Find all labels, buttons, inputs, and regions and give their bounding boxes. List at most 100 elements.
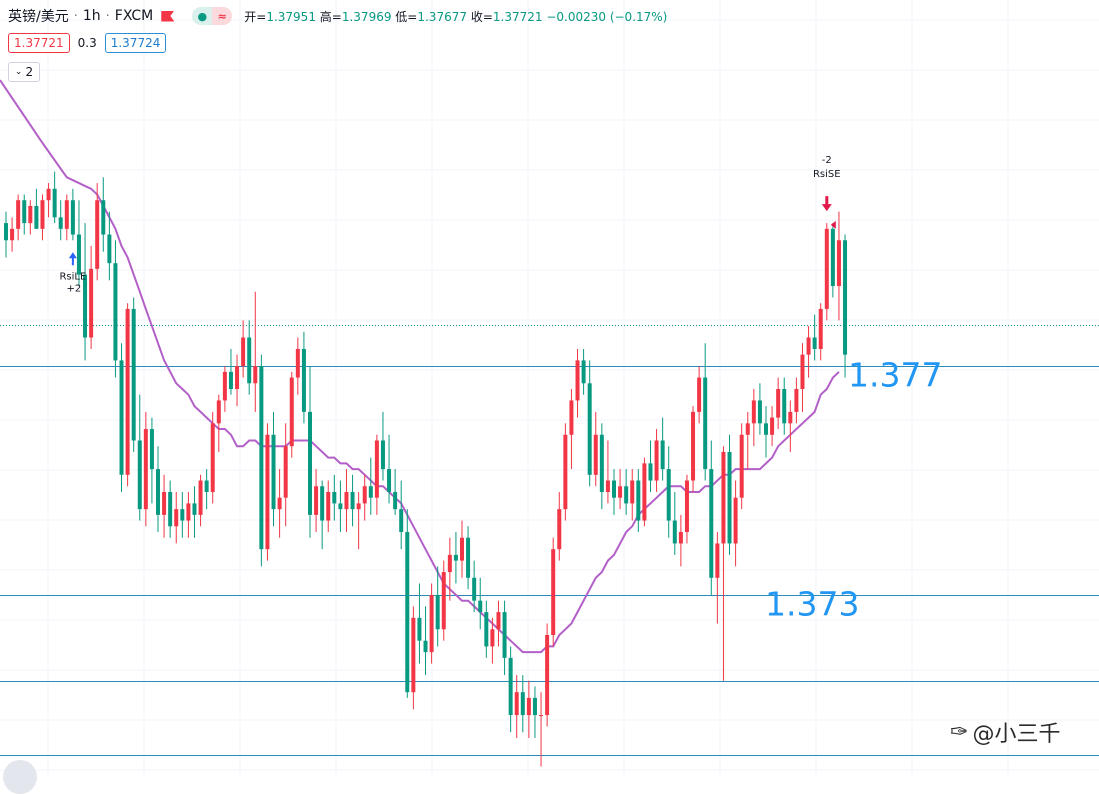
exit-marker-icon — [830, 220, 836, 229]
candle-body — [520, 692, 525, 716]
price-chart[interactable]: 1.377 1.373 RsiLE+2 -2 RsiSE — [0, 0, 1099, 778]
candle-body — [605, 480, 610, 492]
open-value: 1.37951 — [266, 9, 316, 24]
candle-body — [648, 463, 653, 481]
candle-body — [460, 537, 464, 561]
candle-body — [405, 532, 410, 693]
candle-body — [508, 657, 513, 716]
candle-body — [253, 366, 258, 384]
candle-body — [423, 640, 428, 653]
candle-body — [283, 446, 288, 498]
level-label: 1.373 — [765, 585, 859, 624]
candle-body — [800, 354, 805, 389]
watermark-text: @小三千 — [972, 722, 1061, 747]
candle-body — [289, 377, 294, 447]
candle-body — [4, 223, 8, 241]
candle-body — [387, 469, 392, 492]
candle-body — [721, 451, 726, 544]
candle-body — [101, 200, 106, 235]
candle-body — [180, 509, 185, 521]
candle-body — [441, 572, 446, 630]
candle-body — [843, 240, 848, 355]
candle-body — [757, 400, 762, 424]
watermark: ✑ @小三千 — [950, 716, 1060, 748]
candle-body — [204, 480, 209, 492]
candle-body — [46, 188, 51, 201]
separator: · — [105, 8, 110, 24]
candle-body — [727, 451, 732, 544]
candle-body — [16, 200, 21, 229]
close-label: 收= — [470, 9, 493, 24]
candle-body — [308, 411, 312, 515]
candle-body — [697, 377, 702, 412]
candle-body — [119, 360, 124, 475]
candle-body — [691, 411, 696, 481]
candle-body — [764, 423, 768, 435]
candle-body — [818, 308, 823, 349]
candle-body — [836, 240, 841, 287]
chart-grid — [0, 0, 1099, 778]
candle-body — [149, 429, 154, 470]
candle-body — [599, 434, 604, 492]
candle-body — [40, 200, 45, 229]
flag-icon[interactable] — [161, 10, 175, 22]
candle-body — [678, 532, 683, 544]
symbol-name[interactable]: 英镑/美元 — [8, 9, 69, 25]
spread-value: 0.3 — [77, 36, 97, 50]
candle-body — [216, 400, 221, 424]
candle-body — [563, 434, 568, 510]
buy-price-button[interactable]: 1.37724 — [104, 33, 167, 53]
sell-price-button[interactable]: 1.37721 — [8, 33, 70, 53]
candle-body — [830, 228, 835, 287]
candle-body — [526, 697, 531, 716]
candle-body — [739, 434, 744, 498]
candle-body — [788, 411, 793, 424]
open-label: 开= — [244, 9, 267, 24]
interval-label[interactable]: 1h — [82, 8, 101, 24]
quote-bar: 1.37721 0.3 1.37724 — [8, 33, 167, 53]
zhihu-logo-icon: ✑ — [950, 719, 969, 745]
candle-body — [83, 274, 88, 338]
indicator-count: 2 — [25, 65, 34, 79]
candle-body — [107, 234, 112, 264]
signal-qty: +2 — [67, 283, 82, 294]
candle-body — [557, 509, 562, 550]
candle-body — [551, 549, 556, 635]
candle-body — [235, 366, 240, 389]
candle-body — [52, 188, 57, 218]
short-arrow-icon — [821, 196, 832, 212]
candle-body — [684, 480, 689, 533]
candle-body — [770, 417, 775, 435]
long-arrow-icon — [68, 252, 77, 266]
signal-qty: -2 — [822, 155, 832, 166]
candle-body — [794, 389, 799, 412]
candle-body — [453, 554, 458, 561]
candle-body — [192, 503, 197, 515]
candle-body — [22, 200, 27, 224]
candle-body — [478, 600, 483, 613]
candle-body — [642, 463, 647, 521]
candle-body — [64, 200, 69, 229]
indicators-toggle-button[interactable]: ⌄ 2 — [8, 62, 40, 82]
market-open-icon: ● — [192, 7, 213, 25]
candle-body — [496, 612, 501, 630]
close-value: 1.37721 — [492, 9, 543, 24]
status-pill[interactable]: ● ≈ — [192, 7, 233, 25]
candle-body — [95, 200, 100, 269]
candle-body — [76, 234, 81, 275]
low-value: 1.37677 — [417, 9, 467, 24]
candle-body — [332, 491, 337, 504]
candle-body — [356, 503, 361, 510]
candle-body — [143, 429, 148, 510]
candle-body — [362, 486, 367, 504]
candlesticks — [4, 171, 848, 767]
candle-body — [344, 491, 349, 510]
candle-body — [593, 434, 598, 475]
candle-body — [368, 486, 373, 498]
candle-body — [435, 594, 440, 630]
candle-body — [210, 423, 215, 492]
separator: · — [73, 8, 78, 24]
exchange-label: FXCM — [114, 8, 154, 24]
candle-body — [320, 486, 325, 521]
candle-body — [587, 383, 592, 475]
